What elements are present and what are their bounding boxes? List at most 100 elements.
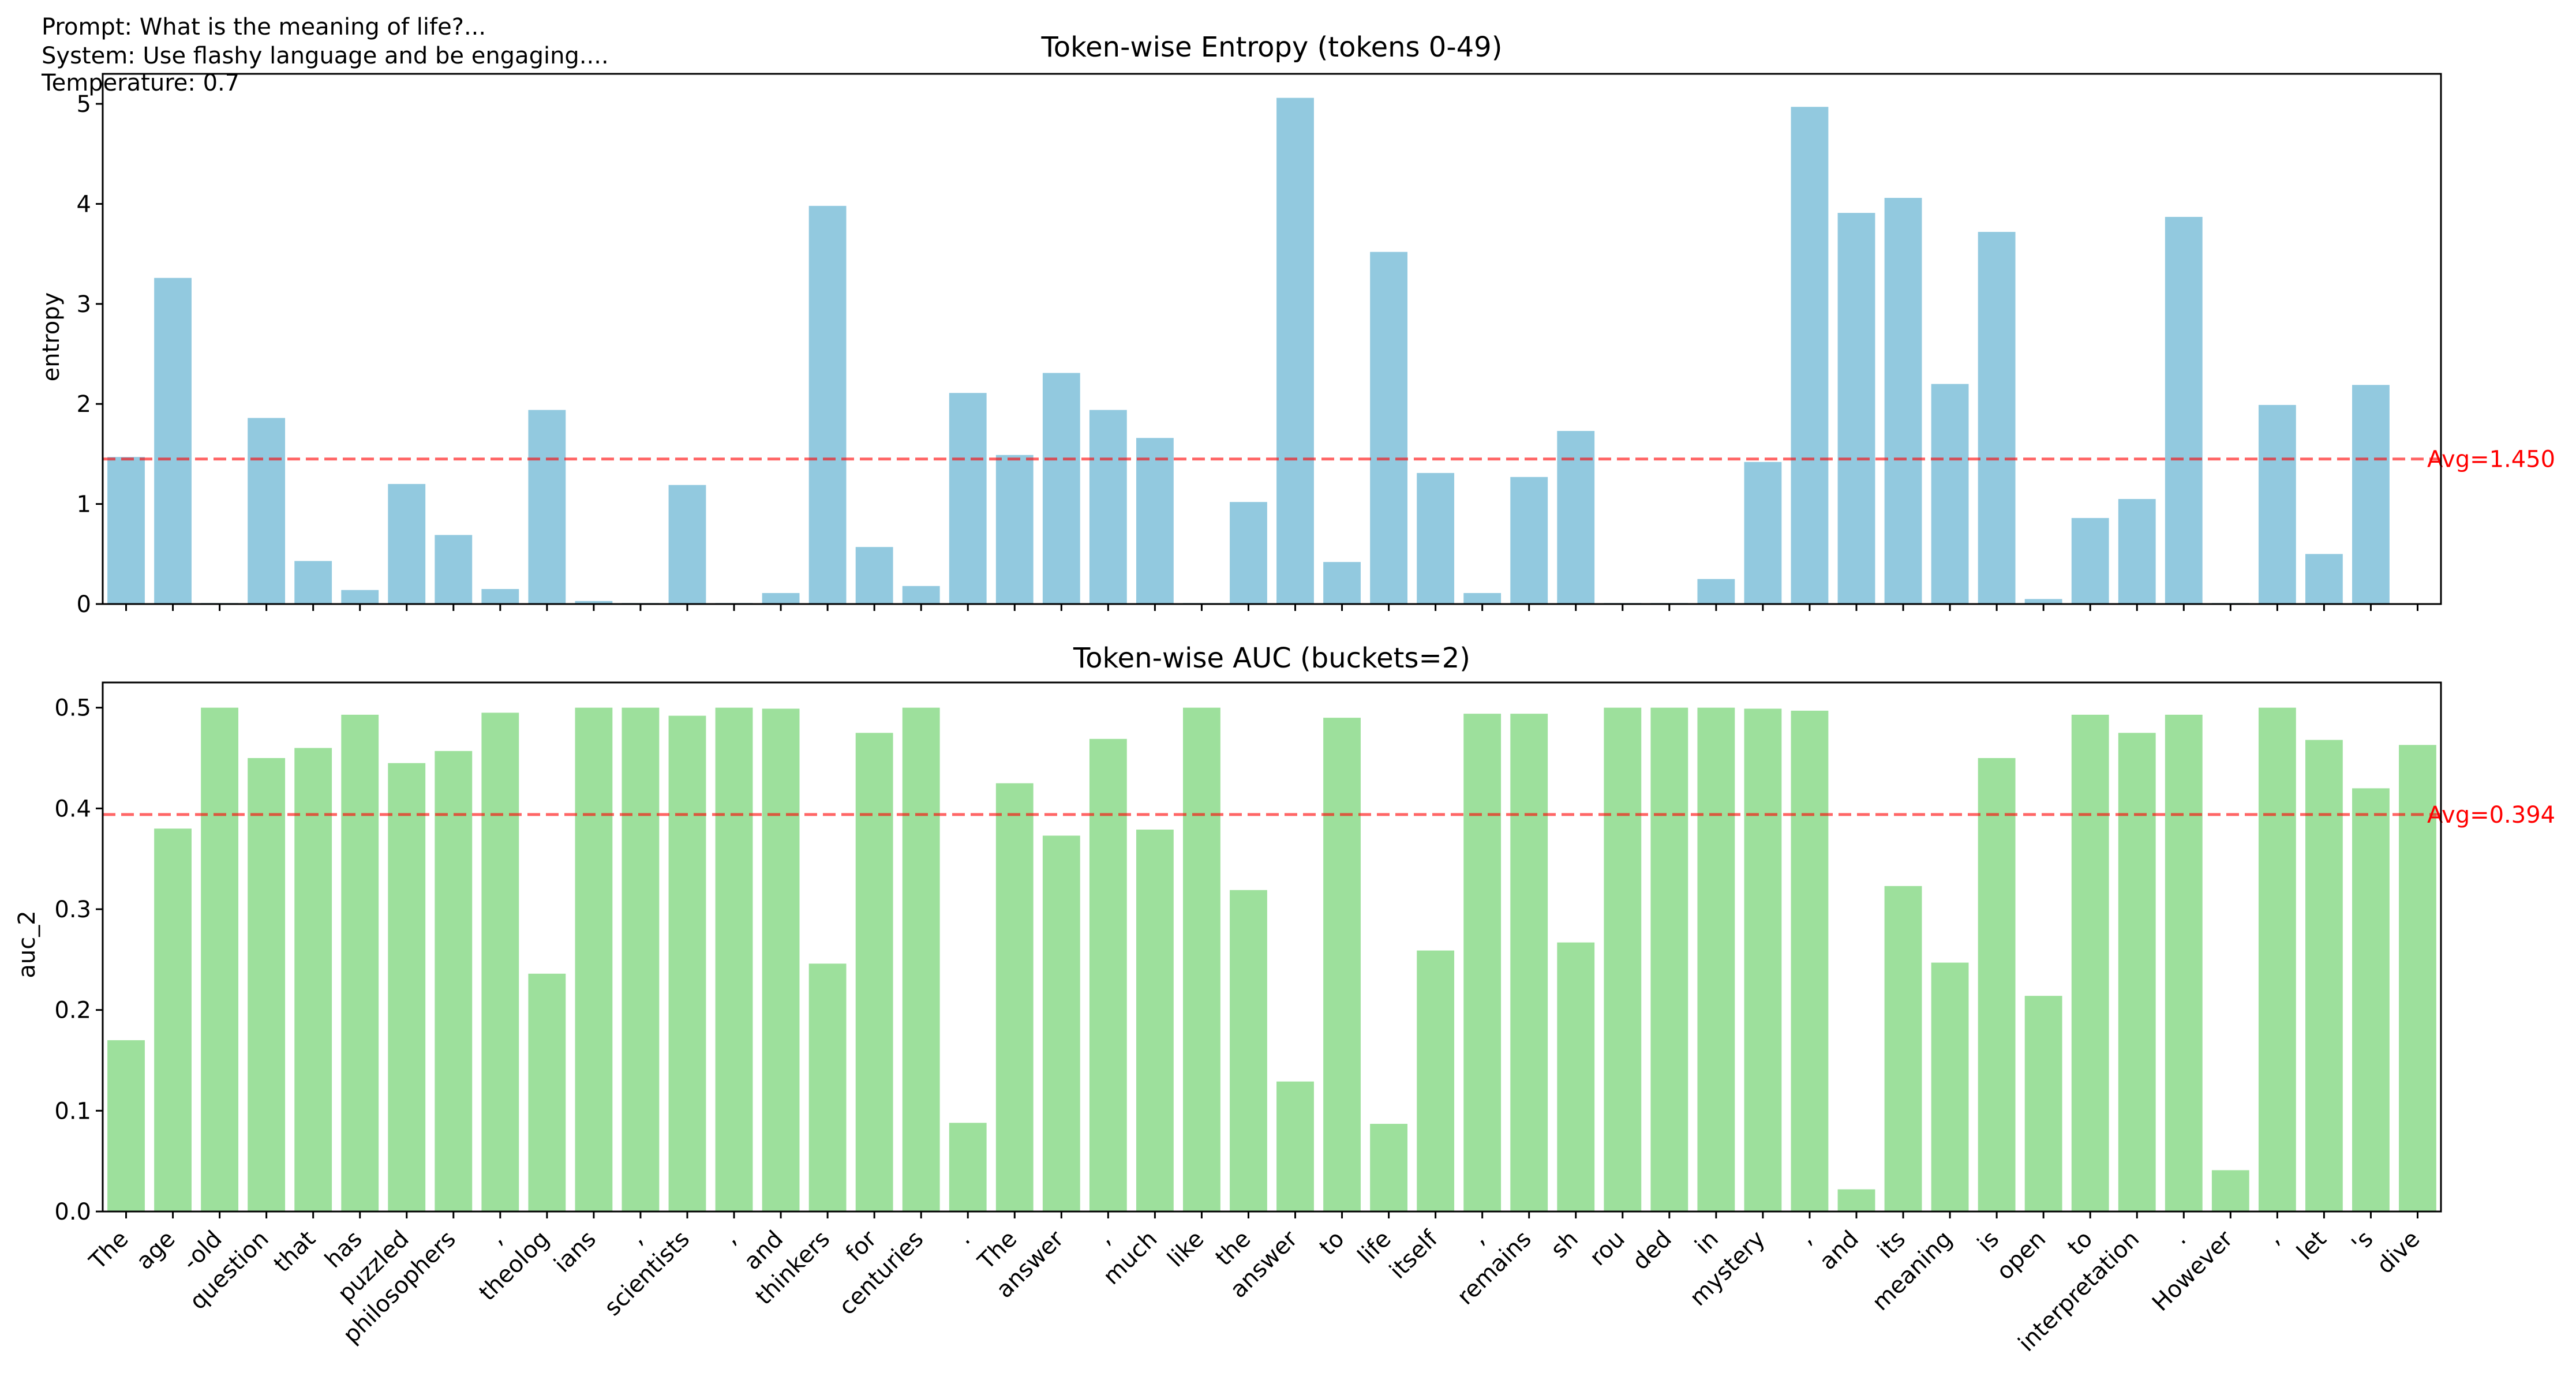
entropy-bar: [949, 393, 987, 604]
entropy-bar: [341, 590, 379, 604]
entropy-ytick-label: 4: [77, 191, 91, 217]
entropy-bar: [2165, 216, 2203, 605]
entropy-bar: [2305, 554, 2343, 604]
auc-bar: [2071, 714, 2109, 1212]
entropy-bar: [1978, 231, 2016, 605]
entropy-bar: [902, 586, 940, 604]
auc-bar: [762, 708, 800, 1212]
entropy-bar: [855, 547, 893, 604]
auc-ytick-label: 0.1: [54, 1098, 91, 1124]
auc-bar: [1557, 942, 1595, 1212]
entropy-bar: [1931, 384, 1969, 604]
auc-bar: [201, 707, 239, 1212]
auc-bar: [2258, 707, 2296, 1212]
entropy-bar: [995, 455, 1034, 604]
auc-bar: [341, 714, 379, 1212]
auc-bar: [388, 763, 426, 1212]
entropy-bar: [1557, 431, 1595, 604]
auc-ytick-label: 0.0: [54, 1199, 91, 1225]
entropy-bar: [481, 588, 519, 604]
auc-bar: [2118, 733, 2156, 1212]
auc-plot-frame: [102, 681, 2442, 1213]
entropy-bar: [1417, 472, 1455, 604]
entropy-bar: [294, 561, 332, 604]
auc-ytick-label: 0.4: [54, 796, 91, 822]
entropy-bar: [1697, 579, 1735, 604]
header-system: System: Use flashy language and be engag…: [42, 43, 609, 69]
entropy-bar: [668, 485, 706, 604]
auc-bar: [1230, 890, 1267, 1212]
entropy-bar: [2071, 517, 2109, 604]
auc-bar: [1978, 758, 2016, 1212]
entropy-bar: [107, 457, 145, 604]
entropy-bar: [154, 277, 192, 605]
auc-bar: [1323, 718, 1361, 1212]
entropy-bar: [1230, 502, 1267, 604]
auc-bar: [1744, 708, 1782, 1212]
auc-avg-label: Avg=0.394: [2427, 802, 2555, 828]
entropy-bar: [1089, 410, 1127, 604]
auc-bar: [1604, 707, 1642, 1212]
auc-bar: [1837, 1189, 1875, 1212]
auc-bar: [528, 973, 566, 1212]
auc-bar: [2399, 745, 2436, 1212]
entropy-bar: [808, 205, 847, 604]
entropy-panel: Avg=1.450 0 1 2 3 4 5 Token-wise Entropy (toke…: [38, 31, 2555, 618]
auc-bar: [435, 751, 473, 1212]
auc-bar: [2305, 740, 2343, 1212]
auc-bar: [715, 707, 753, 1212]
entropy-bar: [2118, 498, 2156, 604]
auc-bar: [2211, 1170, 2249, 1212]
entropy-ytick-label: 1: [77, 492, 91, 518]
entropy-bar: [762, 592, 800, 604]
auc-bar: [1183, 707, 1220, 1212]
entropy-bar: [1042, 373, 1080, 604]
auc-bar: [855, 733, 893, 1212]
entropy-ylabel: entropy: [38, 292, 65, 382]
auc-bar: [2165, 714, 2203, 1212]
entropy-bar: [1463, 592, 1502, 604]
auc-bar: [1276, 1081, 1314, 1212]
auc-bar: [294, 748, 332, 1212]
entropy-plot-frame: [102, 73, 2442, 605]
header-prompt: Prompt: What is the meaning of life?...: [42, 14, 486, 40]
auc-bar: [1510, 714, 1548, 1212]
auc-bar: [107, 1040, 145, 1212]
entropy-ytick-label: 0: [77, 591, 91, 618]
auc-bar: [1463, 714, 1502, 1212]
auc-bar: [808, 963, 847, 1212]
auc-bar: [1136, 830, 1174, 1212]
auc-bar: [1650, 707, 1688, 1212]
auc-ytick-label: 0.2: [54, 997, 91, 1024]
auc-bar: [1931, 962, 1969, 1212]
auc-bar: [1042, 835, 1080, 1212]
entropy-bar: [1510, 477, 1548, 604]
entropy-bar: [1791, 107, 1829, 605]
auc-bar: [1089, 738, 1127, 1212]
entropy-bar: [1837, 213, 1875, 604]
entropy-ytick-label: 2: [77, 391, 91, 418]
entropy-bar: [1136, 438, 1174, 604]
entropy-bar: [248, 418, 286, 604]
entropy-bar: [1744, 462, 1782, 604]
auc-bar: [1417, 950, 1455, 1212]
entropy-bar: [2024, 599, 2062, 604]
entropy-bar: [1884, 198, 1922, 604]
auc-bar: [1697, 707, 1735, 1212]
auc-ylabel: auc_2: [14, 910, 40, 978]
auc-bar: [621, 707, 660, 1212]
auc-bar: [902, 707, 940, 1212]
entropy-bar: [1276, 97, 1314, 604]
auc-bar: [2352, 788, 2390, 1212]
auc-bar: [481, 712, 519, 1212]
auc-bar: [575, 707, 613, 1212]
entropy-bar: [575, 601, 613, 604]
entropy-avg-label: Avg=1.450: [2427, 447, 2555, 473]
auc-bar: [1884, 886, 1922, 1212]
auc-bar: [668, 715, 706, 1212]
entropy-bar: [528, 410, 566, 604]
auc-panel: Avg=0.3940.00.10.20.30.40.5Theage-oldque…: [14, 642, 2555, 1357]
entropy-bar: [1370, 252, 1408, 604]
entropy-bar: [435, 535, 473, 604]
